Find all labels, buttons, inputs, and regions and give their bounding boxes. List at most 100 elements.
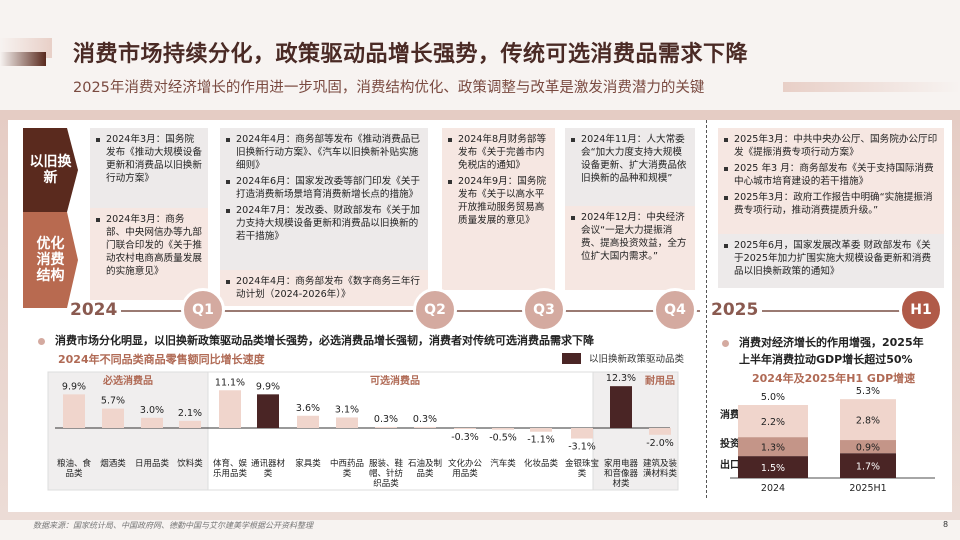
category-label-line: 潢材料类 [643, 468, 678, 479]
title-decoration-dark [0, 52, 46, 66]
year-2025: 2025 [711, 300, 763, 320]
stack-segment [840, 440, 896, 454]
policy-item: 2024年6月：国家发改委等部门印发《关于打造消费新场景培育消费新增长点的措施》 [225, 175, 423, 201]
policy-list: 2024年4月：商务部等发布《推动消费品已旧换新行动方案》、《汽车以旧换新补贴实… [225, 133, 423, 243]
category-label-line: 类 [264, 468, 273, 479]
category-label: 粮油、食品类 [57, 458, 92, 479]
category-label-line: 烟酒类 [100, 458, 126, 469]
stack-segment [738, 437, 808, 457]
page-number: 8 [943, 520, 949, 529]
right-bullet-line1: 消费对经济增长的作用增强，2025年 [739, 336, 924, 349]
right-bullet: 消费对经济增长的作用增强，2025年 上半年消费拉动GDP增长超过50% [722, 334, 924, 368]
data-label: 3.1% [335, 404, 359, 415]
category-label: 2025H1 [849, 483, 886, 494]
policy-list: 2024年11月：人大常委会“加大力度支持大规模设备更新、扩大消费品依旧换新的品… [570, 133, 690, 185]
data-label: 3.6% [296, 403, 320, 414]
stack-segment [840, 453, 896, 478]
data-label: -0.3% [451, 432, 479, 443]
bullet-dot-icon [722, 339, 729, 347]
segment-label: 1.5% [761, 463, 785, 474]
group-label: 耐用品 [645, 374, 675, 387]
policy-box-q2-bottom: 2024年4月：商务部发布《数字商务三年行动计划（2024-2026年）》 [220, 270, 428, 306]
legend: 以旧换新政策驱动品类 [562, 351, 684, 365]
policy-list: 2024年3月：国务院发布《推动大规模设备更新和消费品以旧换新行动方案》 [95, 133, 203, 185]
data-label: 2.1% [178, 408, 202, 419]
category-label: 金银珠宝类 [565, 458, 599, 479]
total-label: 5.0% [761, 392, 785, 403]
data-label: 9.9% [256, 381, 280, 392]
data-label: -1.1% [527, 435, 555, 446]
gdp-growth-chart: 出口 投资 消费 1.5% 1.3% 2.2% 5.0% 2024 1.7% 0.9% 2.8% 5.… [720, 386, 935, 494]
group-bg-essential [47, 371, 209, 491]
policy-box-q1-bottom: 2024年3月：商务部、中央网信办等九部门联合印发的《关于推动农村电商高质量发展… [90, 208, 208, 300]
stack-segment [738, 456, 808, 478]
policy-item: 2025年6月，国家发展改革委 财政部发布《关于2025年加力扩围实施大规模设备… [723, 239, 939, 278]
group-label: 必选消费品 [102, 374, 153, 387]
policy-item: 2025 年3 月：商务部发布《关于支持国际消费中心城市培育建设的若干措施》 [723, 162, 939, 188]
segment-label: 0.9% [856, 443, 880, 454]
category-label-line: 类 [343, 468, 352, 479]
left-bullet: 消费市场分化明显，以旧换新政策驱动品类增长强势，必选消费品增长强韧，消费者对传统… [38, 332, 594, 348]
policy-box-q4-bottom: 2024年12月：中央经济会议“一是大力提振消费、提高投资效益，全方位扩大国内需… [565, 206, 695, 290]
period-q1: Q1 [181, 288, 225, 332]
policy-list: 2024年4月：商务部发布《数字商务三年行动计划（2024-2026年）》 [225, 275, 423, 301]
category-label-line: 石油及制 [408, 458, 442, 469]
category-label: 家具类 [295, 458, 321, 469]
gdp-chart-title: 2024年及2025年H1 GDP增速 [752, 372, 916, 385]
policy-list: 2025年6月，国家发展改革委 财政部发布《关于2025年加力扩围实施大规模设备… [723, 239, 939, 278]
bar [649, 428, 671, 435]
stack-segment [738, 405, 808, 438]
group-label: 可选消费品 [370, 374, 420, 387]
policy-box-q2-top: 2024年4月：商务部等发布《推动消费品已旧换新行动方案》、《汽车以旧换新补贴实… [220, 128, 428, 270]
category-label-line: 乐用品类 [213, 468, 248, 479]
policy-box-q3: 2024年8月财务部等发布《关于完善市内免税店的通知》 2024年9月：国务院发布… [442, 128, 555, 290]
bar [102, 408, 124, 428]
category-label-line: 建筑及装 [643, 458, 678, 469]
left-bullet-text: 消费市场分化明显，以旧换新政策驱动品类增长强势，必选消费品增长强韧，消费者对传统… [55, 334, 594, 347]
timeline-line [110, 310, 700, 312]
category-label: 汽车类 [490, 458, 516, 469]
policy-item: 2024年4月：商务部等发布《推动消费品已旧换新行动方案》、《汽车以旧换新补贴实… [225, 133, 423, 172]
bar [414, 426, 436, 428]
policy-list: 2024年8月财务部等发布《关于完善市内免税店的通知》 2024年9月：国务院发布… [447, 133, 550, 227]
policy-item: 2025年3月：中共中央办公厅、国务院办公厅印发《提振消费专项行动方案》 [723, 133, 939, 159]
policy-item: 2024年3月：商务部、中央网信办等九部门联合印发的《关于推动农村电商高质量发展… [95, 213, 203, 278]
page-subtitle: 2025年消费对经济增长的作用进一步巩固，消费结构优化、政策调整与改革是激发消费… [73, 80, 705, 96]
data-label: 5.7% [101, 396, 125, 407]
category-label-line: 化妆品类 [524, 458, 559, 469]
category-label-line: 粮油、食 [57, 458, 92, 469]
policy-box-q1-top: 2024年3月：国务院发布《推动大规模设备更新和消费品以旧换新行动方案》 [90, 128, 208, 208]
policy-box-q4-top: 2024年11月：人大常委会“加大力度支持大规模设备更新、扩大消费品依旧换新的品… [565, 128, 695, 206]
category-label: 建筑及装潢材料类 [643, 458, 678, 479]
segment-label: 1.7% [856, 462, 880, 473]
data-label: -0.5% [489, 433, 517, 444]
policy-item: 2024年12月：中央经济会议“一是大力提振消费、提高投资效益，全方位扩大国内需… [570, 211, 690, 263]
bullet-dot-icon [38, 337, 45, 345]
category-label-line: 体育、娱 [213, 458, 248, 469]
data-label: -3.1% [568, 442, 596, 453]
period-q4: Q4 [653, 288, 697, 332]
category-label-line: 家具类 [295, 458, 321, 469]
policy-box-h1-top: 2025年3月：中共中央办公厅、国务院办公厅印发《提振消费专项行动方案》 2025… [718, 128, 944, 234]
category-label: 服装、鞋帽、针纺织品类 [369, 458, 404, 489]
category-label-line: 用品类 [452, 468, 478, 479]
category-label: 日用品类 [135, 458, 170, 469]
policy-item: 2024年11月：人大常委会“加大力度支持大规模设备更新、扩大消费品依旧换新的品… [570, 133, 690, 185]
category-label-line: 类 [578, 468, 587, 479]
bar [336, 417, 358, 428]
category-label-line: 材类 [612, 478, 630, 489]
bar [257, 394, 279, 428]
data-label: -2.0% [646, 438, 674, 449]
series-label: 投资 [720, 437, 740, 450]
retail-growth-chart: 必选消费品 可选消费品 耐用品 9.9% 粮油、食品类 5.7% 烟酒类 3.0% 日用品类 2.… [47, 371, 679, 491]
category-label-line: 日用品类 [135, 458, 170, 469]
category-label: 中西药品类 [330, 458, 364, 479]
data-label: 12.3% [606, 373, 636, 384]
divider-dashed [706, 120, 707, 498]
category-label-line: 通讯器材 [251, 458, 286, 469]
legend-label: 以旧换新政策驱动品类 [589, 354, 685, 365]
bar [375, 426, 397, 428]
segment-label: 1.3% [761, 443, 785, 454]
data-source: 数据来源：国家统计局、中国政府网、德勤中国与艾尔建美学根据公开资料整理 [33, 521, 313, 530]
category-label-line: 汽车类 [490, 458, 516, 469]
